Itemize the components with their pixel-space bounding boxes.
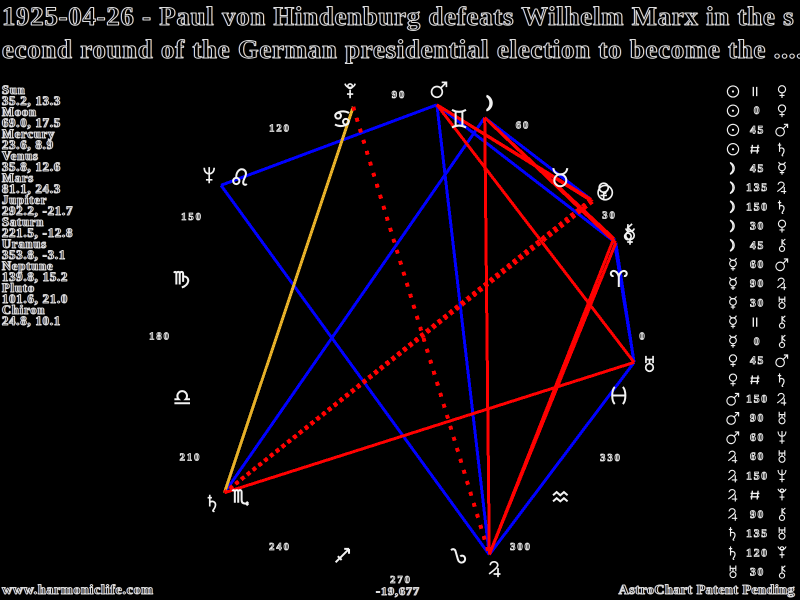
svg-text:0: 0	[639, 332, 646, 343]
svg-text:60: 60	[750, 259, 765, 271]
svg-text:210: 210	[180, 453, 202, 464]
svg-text:90: 90	[392, 90, 407, 101]
svg-text:120: 120	[746, 547, 769, 559]
svg-text:0: 0	[754, 336, 762, 348]
svg-text:150: 150	[746, 201, 769, 213]
svg-text:150: 150	[181, 212, 203, 223]
svg-text:90: 90	[750, 413, 765, 425]
svg-text:30: 30	[750, 297, 765, 309]
svg-text:240: 240	[269, 542, 291, 553]
svg-text:330: 330	[600, 453, 622, 464]
svg-text:60: 60	[516, 121, 531, 132]
svg-text:60: 60	[750, 451, 765, 463]
svg-text:180: 180	[149, 332, 171, 343]
svg-text:0: 0	[754, 105, 762, 117]
svg-text:45: 45	[750, 163, 765, 175]
svg-text:30: 30	[750, 567, 765, 579]
svg-text:135: 135	[746, 528, 769, 540]
svg-text:150: 150	[746, 470, 769, 482]
svg-text:30: 30	[602, 211, 617, 222]
svg-text:45: 45	[750, 124, 765, 136]
svg-text:150: 150	[746, 394, 769, 406]
svg-text:30: 30	[750, 221, 765, 233]
svg-text:120: 120	[269, 124, 291, 135]
svg-text:90: 90	[750, 278, 765, 290]
svg-text:45: 45	[750, 355, 765, 367]
svg-text:90: 90	[750, 509, 765, 521]
svg-text:45: 45	[750, 240, 765, 252]
svg-text:300: 300	[510, 542, 532, 553]
svg-text:60: 60	[750, 432, 765, 444]
svg-text:135: 135	[746, 182, 769, 194]
svg-text:270: 270	[390, 575, 412, 586]
